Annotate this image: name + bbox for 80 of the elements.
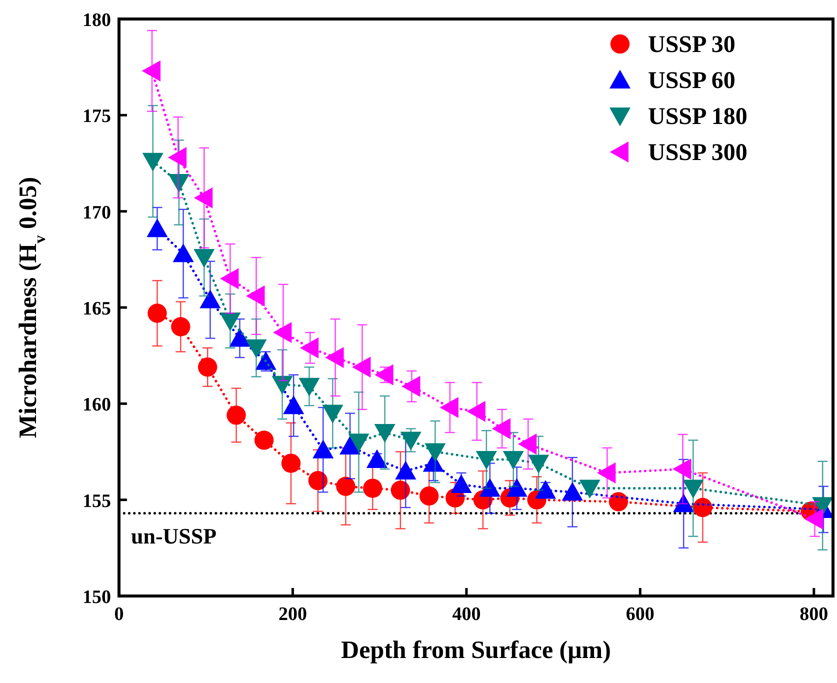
point bbox=[272, 322, 292, 344]
y-tick-label: 155 bbox=[82, 490, 111, 512]
point bbox=[534, 480, 556, 499]
point bbox=[608, 492, 628, 512]
point bbox=[298, 378, 320, 397]
legend-label: USSP 180 bbox=[648, 104, 748, 130]
point bbox=[528, 454, 550, 474]
point bbox=[479, 478, 500, 497]
point bbox=[402, 376, 420, 397]
point bbox=[340, 436, 361, 454]
y-tick-label: 180 bbox=[82, 10, 111, 31]
legend-label: USSP 30 bbox=[648, 32, 736, 58]
y-tick-label: 150 bbox=[82, 587, 111, 608]
ref-line-label: un-USSP bbox=[131, 523, 217, 548]
point bbox=[246, 285, 265, 306]
point bbox=[220, 268, 239, 290]
point bbox=[322, 404, 344, 424]
point bbox=[374, 424, 396, 443]
point bbox=[506, 478, 528, 497]
y-tick-label: 165 bbox=[82, 298, 111, 320]
point bbox=[300, 337, 319, 358]
y-tick-label: 160 bbox=[82, 394, 111, 416]
point bbox=[400, 432, 422, 450]
point bbox=[281, 454, 301, 473]
point bbox=[440, 396, 458, 418]
point bbox=[466, 400, 486, 422]
point bbox=[395, 460, 416, 480]
point bbox=[424, 443, 446, 462]
point bbox=[254, 430, 274, 450]
point bbox=[363, 478, 382, 498]
point bbox=[476, 450, 497, 470]
x-tick-label: 600 bbox=[626, 604, 654, 625]
point bbox=[579, 480, 600, 498]
point bbox=[492, 418, 511, 440]
point bbox=[283, 395, 304, 414]
point bbox=[366, 449, 388, 468]
x-tick-label: 0 bbox=[114, 604, 124, 625]
point bbox=[374, 364, 394, 386]
point bbox=[229, 328, 250, 347]
point bbox=[146, 218, 168, 238]
point bbox=[226, 406, 246, 425]
y-tick-label: 175 bbox=[82, 106, 111, 128]
point bbox=[220, 312, 241, 332]
point bbox=[352, 356, 371, 378]
x-tick-label: 400 bbox=[452, 604, 481, 625]
point bbox=[672, 458, 692, 480]
point bbox=[246, 339, 267, 358]
point bbox=[148, 304, 167, 323]
x-tick-label: 200 bbox=[278, 604, 307, 625]
point bbox=[502, 450, 524, 470]
point bbox=[142, 60, 161, 82]
point bbox=[198, 358, 218, 377]
legend-label: USSP 300 bbox=[648, 140, 748, 166]
y-tick-label: 170 bbox=[82, 202, 111, 224]
point bbox=[596, 462, 616, 484]
point bbox=[450, 474, 472, 493]
point bbox=[420, 486, 439, 506]
point bbox=[682, 480, 704, 498]
x-tick-label: 800 bbox=[800, 604, 828, 625]
point bbox=[168, 146, 187, 168]
point bbox=[312, 440, 334, 458]
point bbox=[172, 243, 194, 262]
point bbox=[200, 290, 221, 308]
point bbox=[272, 376, 293, 395]
point bbox=[562, 482, 583, 501]
point bbox=[390, 480, 410, 500]
x-axis-title: Depth from Surface (μm) bbox=[341, 637, 611, 664]
point bbox=[693, 498, 712, 518]
point bbox=[325, 346, 344, 368]
point bbox=[194, 248, 215, 268]
point bbox=[171, 317, 190, 336]
legend-label: USSP 60 bbox=[648, 68, 736, 94]
point bbox=[142, 152, 164, 172]
point bbox=[348, 434, 370, 452]
point bbox=[518, 434, 537, 455]
point bbox=[336, 476, 356, 496]
point bbox=[308, 471, 328, 490]
point bbox=[194, 187, 213, 208]
point bbox=[168, 174, 190, 193]
point bbox=[804, 508, 824, 530]
